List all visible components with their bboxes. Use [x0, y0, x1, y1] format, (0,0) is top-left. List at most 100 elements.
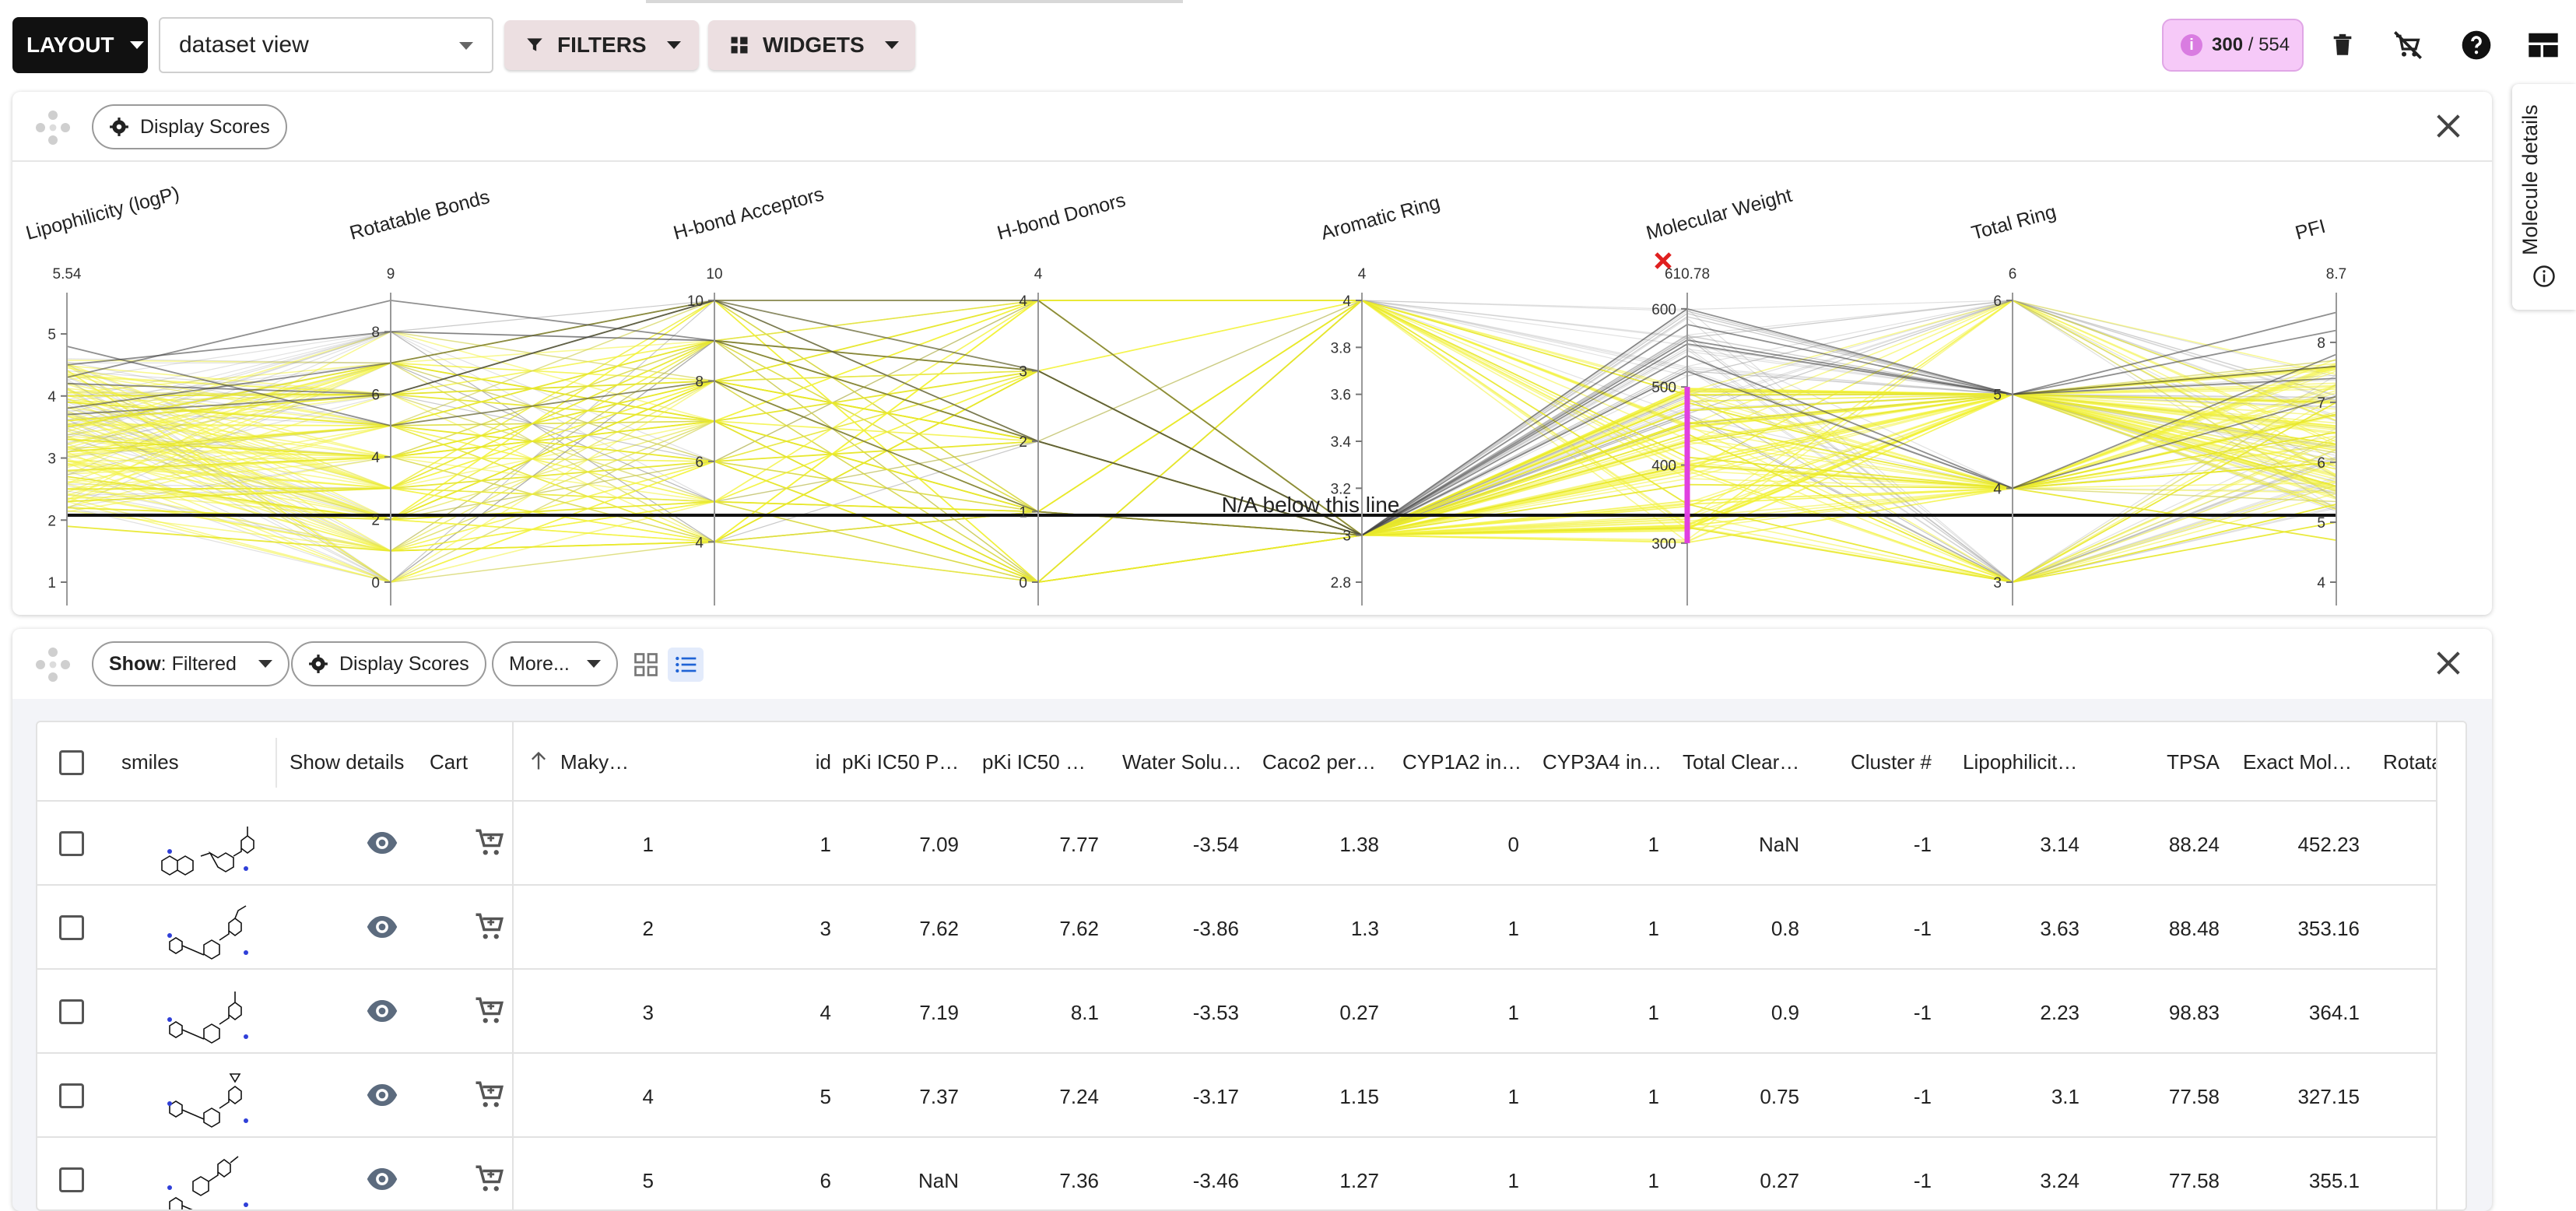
row-checkbox[interactable] [59, 915, 84, 940]
column-header-cyp3a4[interactable]: CYP3A4 in… [1542, 750, 1662, 774]
layout-button[interactable]: LAYOUT [12, 17, 148, 73]
axis-tick-label: 3.6 [1331, 388, 1351, 404]
row-checkbox[interactable] [59, 999, 84, 1024]
row-checkbox[interactable] [59, 1167, 84, 1192]
column-header-show-details[interactable]: Show details [290, 750, 405, 774]
close-icon[interactable] [2433, 648, 2464, 679]
molecule-structure-image [167, 992, 248, 1044]
selected-series-line [66, 460, 2337, 583]
eye-icon[interactable] [366, 1163, 398, 1195]
filters-button[interactable]: FILTERS [504, 20, 699, 70]
delete-button[interactable] [2324, 26, 2361, 64]
layout-panel-button[interactable] [2525, 26, 2562, 64]
column-header-cyp1a2[interactable]: CYP1A2 in… [1402, 750, 1522, 774]
column-header-caco2[interactable]: Caco2 per… [1262, 750, 1376, 774]
close-icon[interactable] [2433, 111, 2464, 142]
axis-tick-label: 300 [1651, 536, 1676, 553]
cell-pki2: 7.62 [1059, 917, 1099, 940]
table-row[interactable]: 4 5 7.37 7.24 -3.17 1.15 1 1 0.75 -1 3.1 77.58 327.1… [37, 1054, 2455, 1138]
display-scores-button[interactable]: Display Scores [92, 104, 287, 149]
table-row[interactable]: 2 3 7.62 7.62 -3.86 1.3 1 1 0.8 -1 3.63 88.48 353.16 [37, 886, 2455, 970]
show-label: Show [109, 652, 161, 675]
layout-label: LAYOUT [26, 33, 114, 57]
add-to-cart-icon[interactable] [473, 827, 506, 859]
filters-label: FILTERS [557, 33, 647, 57]
cell-water: -3.54 [1192, 833, 1239, 856]
table-row[interactable]: 1 1 7.09 7.77 -3.54 1.38 0 1 NaN -1 3.14 88.24 452.2… [37, 802, 2455, 886]
sort-ascending-icon[interactable] [528, 749, 549, 774]
drag-handle-icon[interactable] [34, 646, 72, 683]
parallel-coordinates-chart[interactable]: N/A below this line Lipophilicity (logP) 5… [12, 162, 2492, 615]
display-scores-button[interactable]: Display Scores [291, 641, 486, 686]
show-filter-select[interactable]: Show: Filtered [92, 641, 290, 686]
axis-title[interactable]: Lipophilicity (logP) [23, 182, 181, 244]
select-all-checkbox[interactable] [59, 750, 84, 775]
table-row[interactable]: 3 4 7.19 8.1 -3.53 0.27 1 1 0.9 -1 2.23 98.83 364.1 [37, 970, 2455, 1054]
axis-title[interactable]: Aromatic Ring [1318, 191, 1442, 244]
add-to-cart-icon[interactable] [473, 1163, 506, 1195]
axis-title[interactable]: Total Ring [1969, 201, 2058, 244]
cell-clear: 0.9 [1771, 1001, 1799, 1024]
selection-counter[interactable]: i 300 / 554 [2162, 19, 2304, 72]
eye-icon[interactable] [366, 827, 398, 859]
axis-tick-label: 4 [1993, 481, 2002, 497]
help-button[interactable] [2458, 26, 2495, 64]
widgets-button[interactable]: WIDGETS [708, 20, 915, 70]
axis-title[interactable]: H-bond Acceptors [671, 183, 826, 244]
axis-tick-label: 4 [1019, 293, 1027, 310]
add-to-cart-icon[interactable] [473, 995, 506, 1027]
remove-filter-icon[interactable] [1655, 252, 1672, 269]
eye-icon[interactable] [366, 911, 398, 943]
column-header-cluster[interactable]: Cluster # [1850, 750, 1932, 774]
column-header-lipophilicity[interactable]: Lipophilicit… [1963, 750, 2078, 774]
column-header-id[interactable]: id [815, 750, 831, 774]
cell-cyp1a2: 1 [1507, 1001, 1519, 1024]
column-header-pki-ic50-p[interactable]: pKi IC50 P… [842, 750, 960, 774]
eye-icon[interactable] [366, 995, 398, 1027]
column-header-maky[interactable]: Maky… [560, 750, 630, 774]
unselected-series-line [66, 300, 2337, 536]
axis-tick-label: 0 [371, 575, 380, 591]
axis-tick-label: 3 [1019, 364, 1027, 381]
unselected-series-line [66, 350, 2337, 583]
column-header-total-clearance[interactable]: Total Clear… [1683, 750, 1800, 774]
more-menu-button[interactable]: More... [492, 641, 618, 686]
column-header-smiles[interactable]: smiles [121, 750, 179, 774]
molecule-details-tab[interactable]: Molecule details [2512, 84, 2576, 310]
cell-id: 5 [819, 1085, 831, 1108]
cell-cyp1a2: 1 [1507, 1085, 1519, 1108]
cell-lipo: 2.23 [2040, 1001, 2079, 1024]
add-to-cart-icon[interactable] [473, 1079, 506, 1111]
axis-title[interactable]: Rotatable Bonds [347, 186, 492, 244]
table-panel-header: Show: Filtered Display Scores More... [12, 629, 2492, 699]
row-checkbox[interactable] [59, 831, 84, 856]
table-row[interactable]: 5 6 NaN 7.36 -3.46 1.27 1 1 0.27 -1 3.24 77.58 355.1 [37, 1138, 2455, 1209]
row-checkbox[interactable] [59, 1083, 84, 1108]
column-header-tpsa[interactable]: TPSA [2167, 750, 2220, 774]
cell-cyp1a2: 0 [1507, 833, 1519, 856]
column-header-water-solubility[interactable]: Water Solu… [1122, 750, 1242, 774]
column-header-rotatable[interactable]: Rotata [2383, 750, 2436, 774]
cell-cyp3a4: 1 [1648, 833, 1659, 856]
eye-icon[interactable] [366, 1079, 398, 1111]
add-to-cart-icon[interactable] [473, 911, 506, 943]
drag-handle-icon[interactable] [34, 109, 72, 146]
column-header-pki-ic50[interactable]: pKi IC50 … [982, 750, 1086, 774]
view-select[interactable]: dataset view [159, 17, 493, 73]
chevron-down-icon [586, 660, 601, 668]
cell-pki2: 7.36 [1059, 1169, 1099, 1192]
clear-cart-button[interactable] [2389, 26, 2427, 64]
column-header-exact-mol[interactable]: Exact Mol… [2243, 750, 2353, 774]
cell-exact: 364.1 [2308, 1001, 2360, 1024]
row-separator [37, 884, 2465, 886]
axis-title[interactable]: Molecular Weight [1644, 184, 1794, 244]
axis-title[interactable]: H-bond Donors [995, 189, 1128, 244]
grid-view-icon[interactable] [632, 651, 660, 679]
axis-tick-label: 500 [1651, 380, 1676, 396]
show-value: : Filtered [160, 652, 237, 675]
column-header-cart[interactable]: Cart [430, 750, 469, 774]
cell-maky: 5 [642, 1169, 654, 1192]
cell-caco2: 1.27 [1339, 1169, 1379, 1192]
axis-title[interactable]: PFI [2293, 216, 2328, 244]
list-view-button[interactable] [668, 648, 704, 682]
